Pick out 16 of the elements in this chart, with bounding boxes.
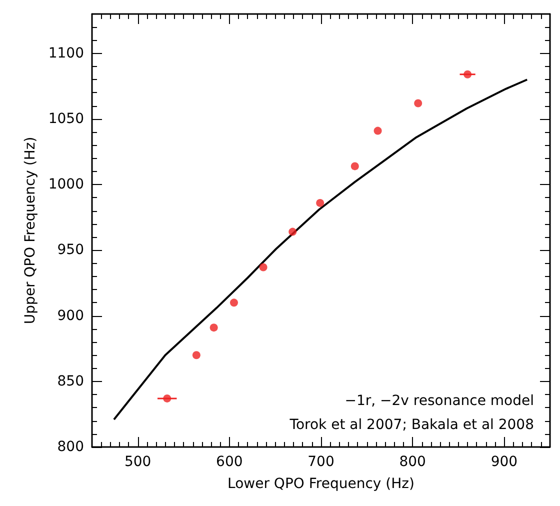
annotation: Torok et al 2007; Bakala et al 2008 bbox=[288, 417, 534, 433]
y-tick-label: 1100 bbox=[48, 45, 84, 62]
y-tick-label: 900 bbox=[57, 308, 84, 324]
y-tick-label: 1000 bbox=[48, 176, 84, 193]
y-tick-label: 1050 bbox=[48, 110, 84, 127]
y-axis-title: Upper QPO Frequency (Hz) bbox=[22, 136, 38, 324]
annotation: −1r, −2v resonance model bbox=[344, 393, 534, 409]
y-tick-label: 950 bbox=[57, 242, 84, 258]
y-tick-label: 850 bbox=[57, 373, 84, 390]
x-tick-label: 600 bbox=[216, 454, 243, 470]
x-tick-label: 800 bbox=[399, 454, 426, 470]
x-tick-label: 500 bbox=[124, 454, 152, 470]
x-axis-title: Lower QPO Frequency (Hz) bbox=[228, 476, 414, 492]
y-tick-label: 800 bbox=[57, 439, 84, 455]
x-tick-label: 900 bbox=[490, 454, 518, 470]
x-tick-label: 700 bbox=[308, 454, 334, 470]
